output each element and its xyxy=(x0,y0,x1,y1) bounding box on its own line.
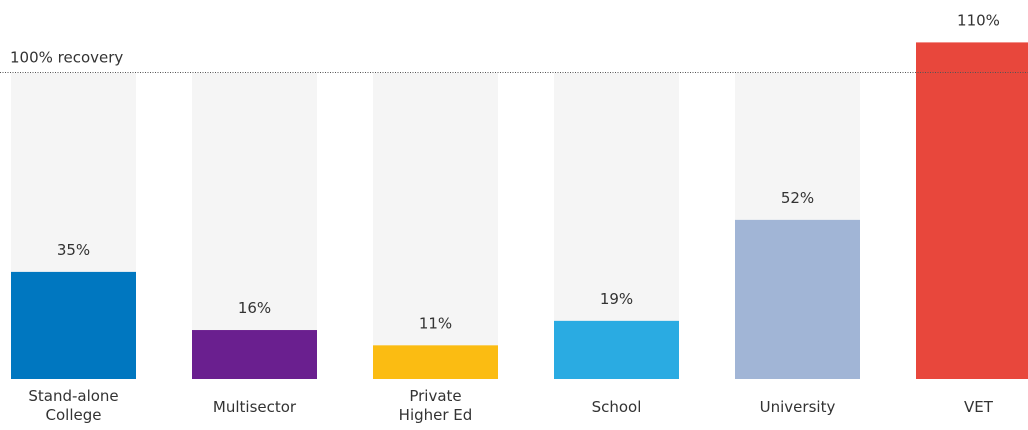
category-label-line: College xyxy=(46,406,102,424)
category-label: School xyxy=(592,398,642,416)
value-label: 16% xyxy=(238,299,271,317)
category-label: Stand-alone College xyxy=(28,387,118,424)
category-label-line: Private xyxy=(409,387,461,405)
background-bar xyxy=(373,73,498,379)
category-labels: Stand-alone College Multisector Private High… xyxy=(28,387,993,424)
category-label-line: Higher Ed xyxy=(399,406,473,424)
background-bar xyxy=(192,73,317,379)
category-label-line: School xyxy=(592,398,642,416)
background-bars xyxy=(11,73,1028,379)
value-label: 11% xyxy=(419,314,452,332)
bar xyxy=(554,320,679,379)
category-label-line: Stand-alone xyxy=(28,387,118,405)
value-label: 19% xyxy=(600,290,633,308)
category-label-line: Multisector xyxy=(213,398,297,416)
category-label-line: University xyxy=(760,398,836,416)
category-label: Private Higher Ed xyxy=(399,387,473,424)
reference-line-label: 100% recovery xyxy=(10,49,123,67)
bar xyxy=(11,271,136,379)
bar xyxy=(192,330,317,379)
value-labels: 35% 16% 11% 19% 52% 110% xyxy=(57,11,1000,332)
bar xyxy=(916,42,1028,380)
bar xyxy=(735,219,860,379)
data-bars xyxy=(11,42,1028,380)
value-label: 52% xyxy=(781,189,814,207)
category-label: University xyxy=(760,398,836,416)
value-label: 35% xyxy=(57,241,90,259)
value-label: 110% xyxy=(957,11,1000,29)
category-label: VET xyxy=(964,398,994,416)
reference-line-group: 100% recovery xyxy=(0,49,1028,73)
bar xyxy=(373,345,498,379)
category-label-line: VET xyxy=(964,398,994,416)
category-label: Multisector xyxy=(213,398,297,416)
